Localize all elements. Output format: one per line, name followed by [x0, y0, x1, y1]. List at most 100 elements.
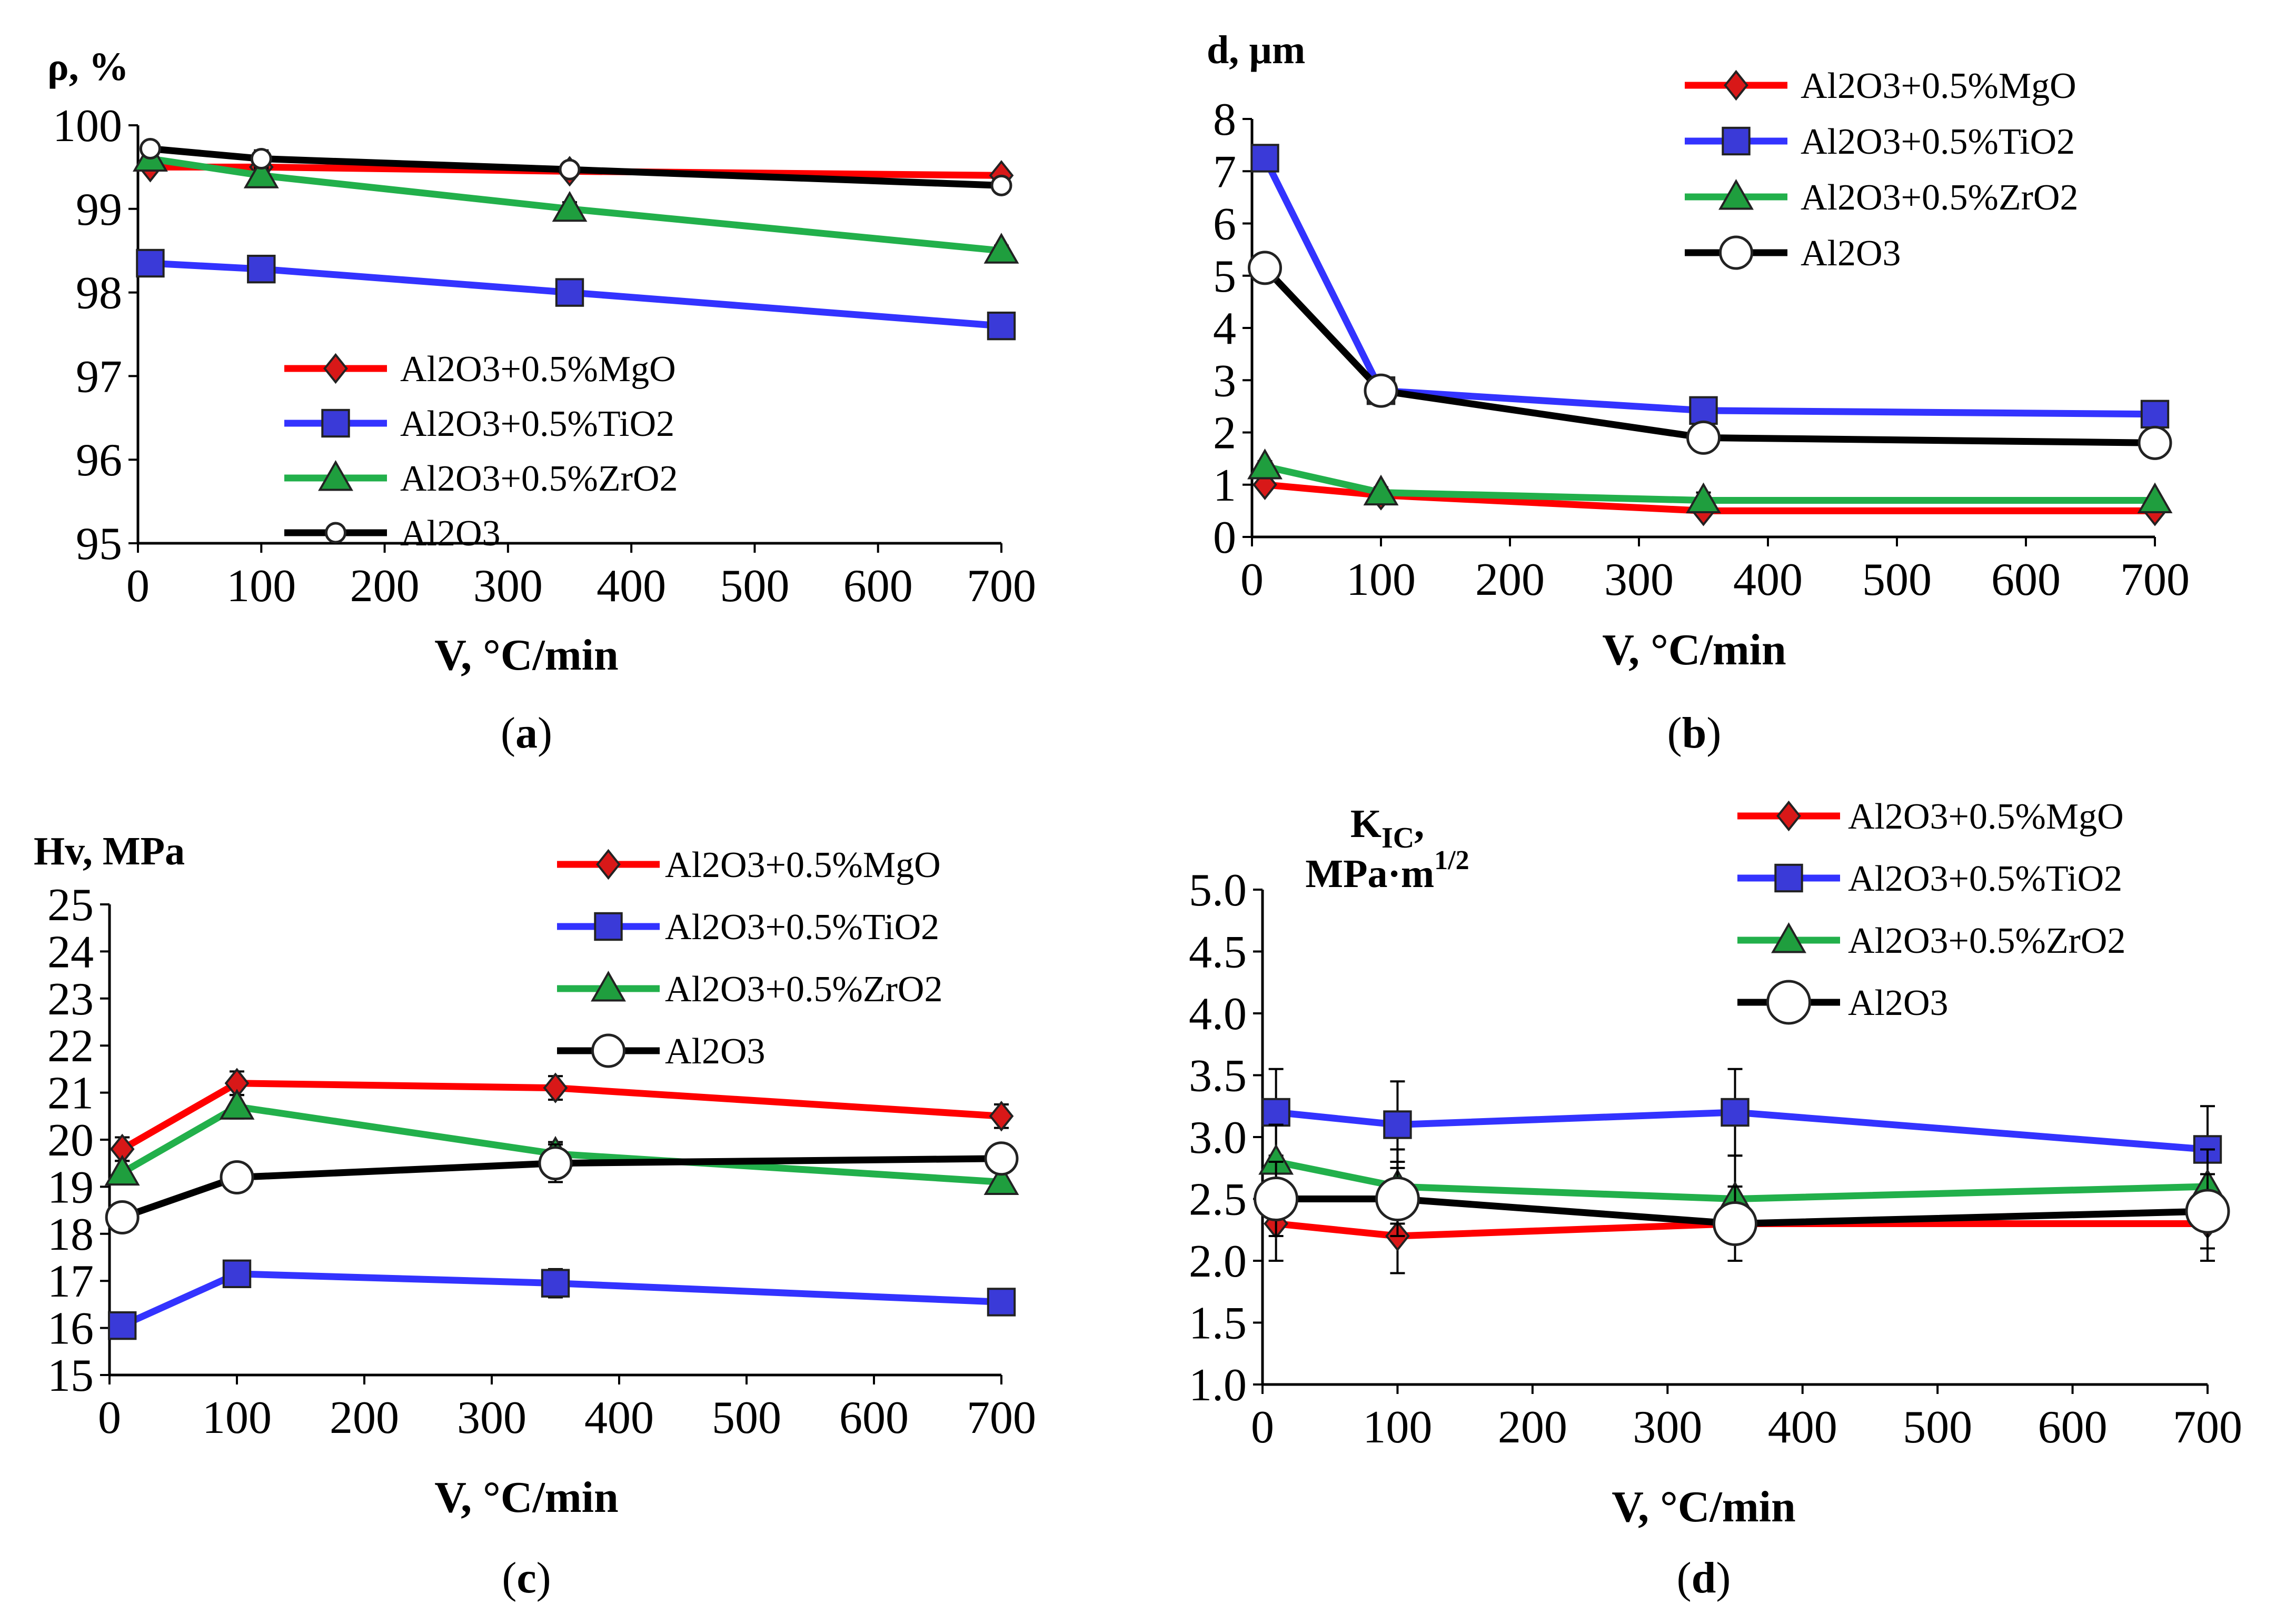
x-tick-label: 500	[1862, 554, 1932, 605]
data-point-tio2	[1261, 1098, 1290, 1127]
x-tick-label: 400	[1733, 554, 1803, 605]
series-line-al2o3	[121, 1155, 1002, 1221]
legend-label-mgo: Al2O3+0.5%MgO	[1801, 66, 2076, 106]
legend-label-zro2: Al2O3+0.5%ZrO2	[665, 969, 942, 1010]
data-point-tio2	[136, 248, 165, 278]
x-tick-label: 400	[584, 1392, 654, 1443]
data-point-al2o3	[1375, 1177, 1420, 1221]
caption-close: )	[1716, 1553, 1731, 1602]
legend-marker-tio2	[321, 409, 350, 438]
legend-item-al2o3: Al2O3	[1737, 980, 1949, 1025]
caption-letter: a	[515, 709, 538, 758]
x-tick-label: 0	[1240, 554, 1264, 605]
data-point-zro2	[552, 191, 588, 222]
x-tick-label: 300	[473, 561, 543, 612]
data-point-mgo	[543, 1072, 568, 1103]
data-point-tio2	[222, 1259, 252, 1288]
data-point-zro2	[983, 1164, 1019, 1195]
legend-marker-zro2	[1771, 922, 1806, 953]
legend-marker-zro2	[318, 460, 353, 491]
data-point-zro2	[983, 233, 1019, 264]
data-point-zro2	[219, 1089, 255, 1120]
x-axis-label: V, °C/min	[434, 1473, 618, 1522]
x-tick-label: 400	[1768, 1402, 1837, 1453]
x-tick-label: 600	[843, 561, 913, 612]
legend-item-al2o3: Al2O3	[1685, 233, 1901, 274]
legend-item-zro2: Al2O3+0.5%ZrO2	[1685, 177, 2078, 218]
legend-item-mgo: Al2O3+0.5%MgO	[284, 349, 676, 390]
legend-label-al2o3: Al2O3	[400, 513, 501, 554]
x-axis-label: V, °C/min	[1612, 1482, 1795, 1531]
y-tick-label: 100	[53, 101, 122, 152]
legend-marker-zro2	[1718, 178, 1754, 210]
data-point-al2o3	[984, 1141, 1019, 1176]
x-axis-label: V, °C/min	[1602, 625, 1786, 674]
legend-item-tio2: Al2O3+0.5%TiO2	[557, 907, 939, 948]
series-line-mgo	[120, 1080, 1002, 1152]
legend-item-tio2: Al2O3+0.5%TiO2	[1685, 122, 2075, 162]
x-tick-label: 0	[126, 561, 150, 612]
x-tick-label: 600	[1991, 554, 2061, 605]
x-tick-label: 200	[1475, 554, 1545, 605]
data-point-tio2	[108, 1311, 137, 1340]
y-tick-label: 7	[1213, 146, 1236, 197]
x-tick-label: 700	[2120, 554, 2190, 605]
y-axis-label: ρ, %	[47, 45, 129, 89]
series-line-tio2	[121, 1270, 1002, 1329]
legend-marker-al2o3	[591, 1033, 625, 1068]
data-point-zro2	[1686, 482, 1721, 514]
legend-marker-mgo	[1776, 800, 1801, 832]
y-tick-label: 16	[47, 1303, 94, 1354]
y-tick-label: 2	[1213, 408, 1236, 459]
legend-label-al2o3: Al2O3	[1801, 233, 1901, 274]
caption-close: )	[536, 1553, 551, 1602]
x-tick-label: 700	[967, 1392, 1036, 1443]
y-tick-label: 2.5	[1189, 1174, 1247, 1226]
y-tick-label: 96	[76, 435, 122, 486]
y-tick-label: 1.5	[1189, 1298, 1247, 1349]
y-axis-label-line1: KIC,	[1350, 802, 1424, 854]
data-point-tio2	[987, 311, 1016, 341]
y-tick-label: 98	[76, 268, 122, 319]
legend-marker-mgo	[323, 353, 348, 384]
y-tick-label: 25	[47, 880, 94, 931]
y-tick-label: 15	[47, 1350, 94, 1401]
data-point-al2o3	[220, 1160, 254, 1195]
x-tick-label: 100	[226, 561, 296, 612]
data-point-tio2	[2140, 400, 2170, 429]
x-tick-label: 500	[720, 561, 789, 612]
data-point-tio2	[987, 1288, 1016, 1317]
caption-open: (	[501, 709, 515, 758]
series-line-zro2	[120, 1103, 1002, 1185]
y-label-exp: 1/2	[1434, 845, 1469, 875]
data-point-al2o3	[1686, 420, 1721, 455]
x-tick-label: 200	[350, 561, 420, 612]
x-tick-label: 200	[1498, 1402, 1567, 1453]
data-point-zro2	[104, 1154, 140, 1186]
y-tick-label: 21	[47, 1068, 94, 1119]
data-point-zro2	[1247, 448, 1283, 480]
series-line-mgo	[1275, 1220, 2208, 1240]
x-tick-label: 300	[1633, 1402, 1702, 1453]
x-tick-label: 100	[1363, 1402, 1432, 1453]
legend-label-zro2: Al2O3+0.5%ZrO2	[1801, 177, 2078, 218]
y-label-comma: ,	[1414, 802, 1424, 846]
data-point-al2o3	[1254, 1177, 1299, 1221]
y-tick-label: 95	[76, 519, 122, 570]
y-tick-label: 4	[1213, 303, 1236, 354]
x-tick-label: 500	[1903, 1402, 1972, 1453]
y-tick-label: 97	[76, 351, 122, 402]
y-tick-label: 20	[47, 1115, 94, 1166]
legend-marker-al2o3	[1719, 235, 1753, 270]
data-point-tio2	[247, 254, 276, 284]
legend-item-al2o3: Al2O3	[284, 513, 501, 554]
y-tick-label: 4.5	[1189, 927, 1247, 978]
data-point-tio2	[1721, 1098, 1750, 1127]
caption-letter: c	[516, 1553, 536, 1602]
y-label-unit: MPa·m	[1305, 852, 1434, 896]
x-tick-label: 200	[330, 1392, 399, 1443]
data-point-mgo	[989, 1101, 1014, 1132]
